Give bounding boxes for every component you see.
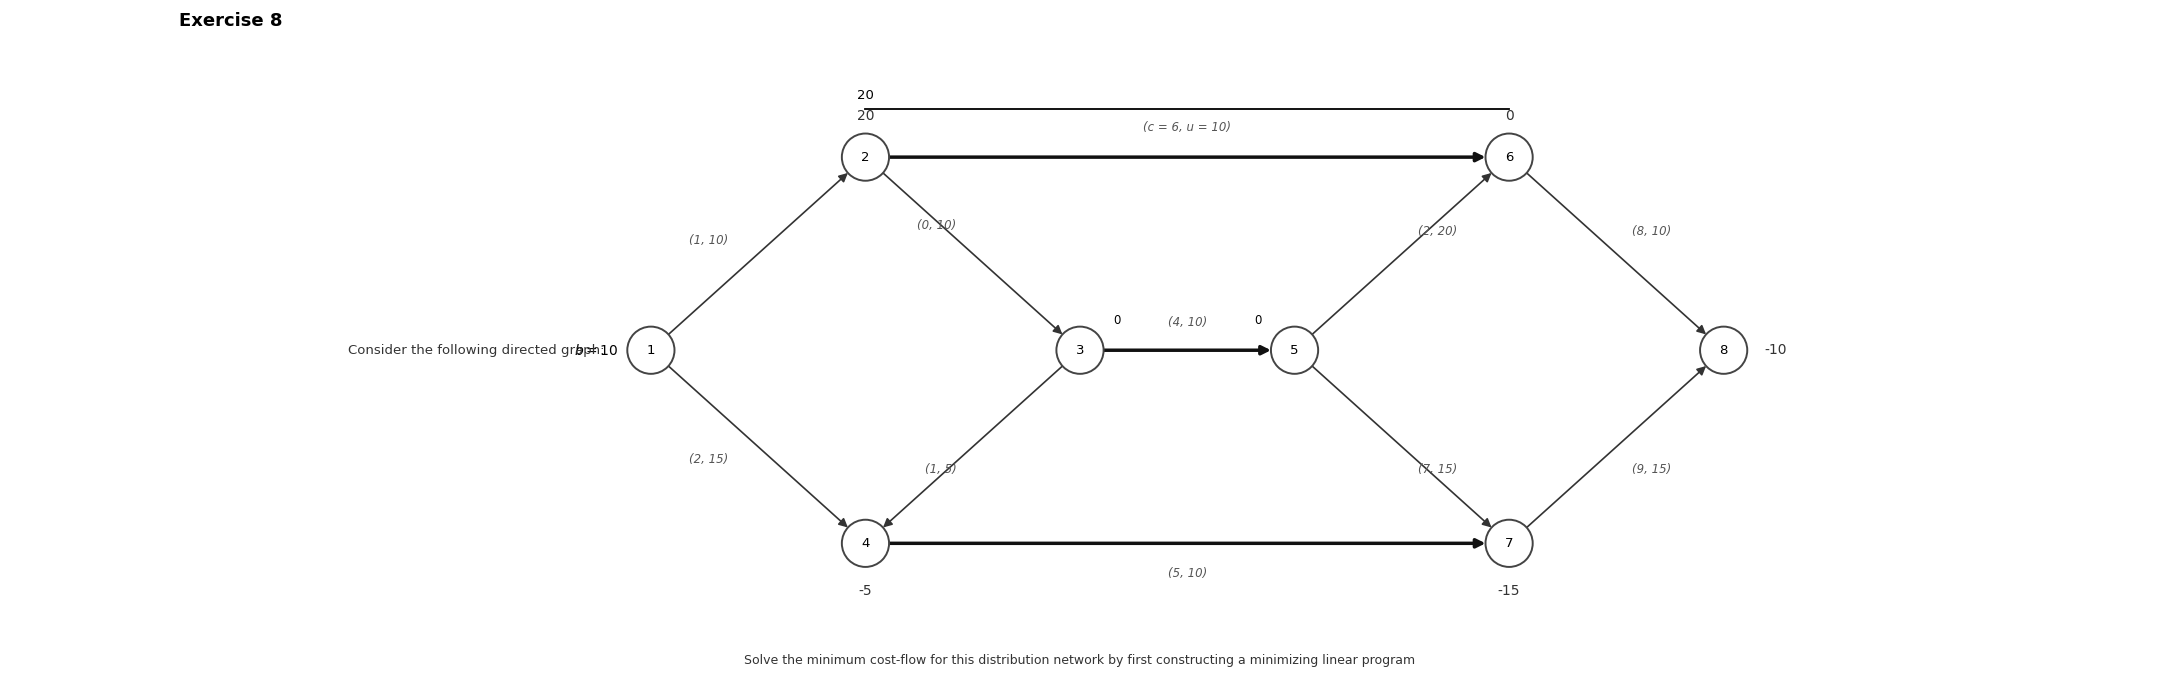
Text: (7, 15): (7, 15) [1417,463,1458,476]
Text: Exercise 8: Exercise 8 [179,12,283,31]
Text: -15: -15 [1497,584,1521,598]
Text: 3: 3 [1076,344,1084,356]
Text: 6: 6 [1506,151,1514,164]
Circle shape [1270,327,1318,374]
Circle shape [1486,519,1534,567]
Text: 7: 7 [1506,537,1514,550]
Text: 2: 2 [862,151,870,164]
Text: (8, 10): (8, 10) [1633,225,1672,238]
Text: (2, 15): (2, 15) [689,453,728,466]
Text: -5: -5 [860,584,873,598]
Circle shape [842,519,890,567]
Text: 4: 4 [862,537,870,550]
Text: 20: 20 [858,90,875,103]
Text: 0: 0 [1255,314,1261,327]
Text: Solve the minimum cost-flow for this distribution network by first constructing : Solve the minimum cost-flow for this dis… [745,654,1415,667]
Text: Consider the following directed graph:: Consider the following directed graph: [348,344,605,356]
Text: (1, 5): (1, 5) [924,463,957,476]
Text: 0: 0 [1112,314,1121,327]
Text: (4, 10): (4, 10) [1169,316,1207,329]
Text: (2, 20): (2, 20) [1417,225,1458,238]
Circle shape [1486,134,1534,181]
Text: (1, 10): (1, 10) [689,234,728,247]
Circle shape [1700,327,1747,374]
Text: 20: 20 [858,109,875,123]
Circle shape [842,134,890,181]
Text: 0: 0 [1506,109,1514,123]
Text: (c = 6, u = 10): (c = 6, u = 10) [1143,121,1231,134]
Text: 1: 1 [646,344,654,356]
Circle shape [1056,327,1104,374]
Text: (5, 10): (5, 10) [1169,567,1207,580]
Text: 8: 8 [1719,344,1728,356]
Text: (0, 10): (0, 10) [918,219,957,232]
Circle shape [626,327,674,374]
Text: (9, 15): (9, 15) [1633,463,1672,476]
Text: $b = 10$: $b = 10$ [575,343,618,358]
Text: -10: -10 [1765,343,1786,357]
Text: 5: 5 [1290,344,1298,356]
